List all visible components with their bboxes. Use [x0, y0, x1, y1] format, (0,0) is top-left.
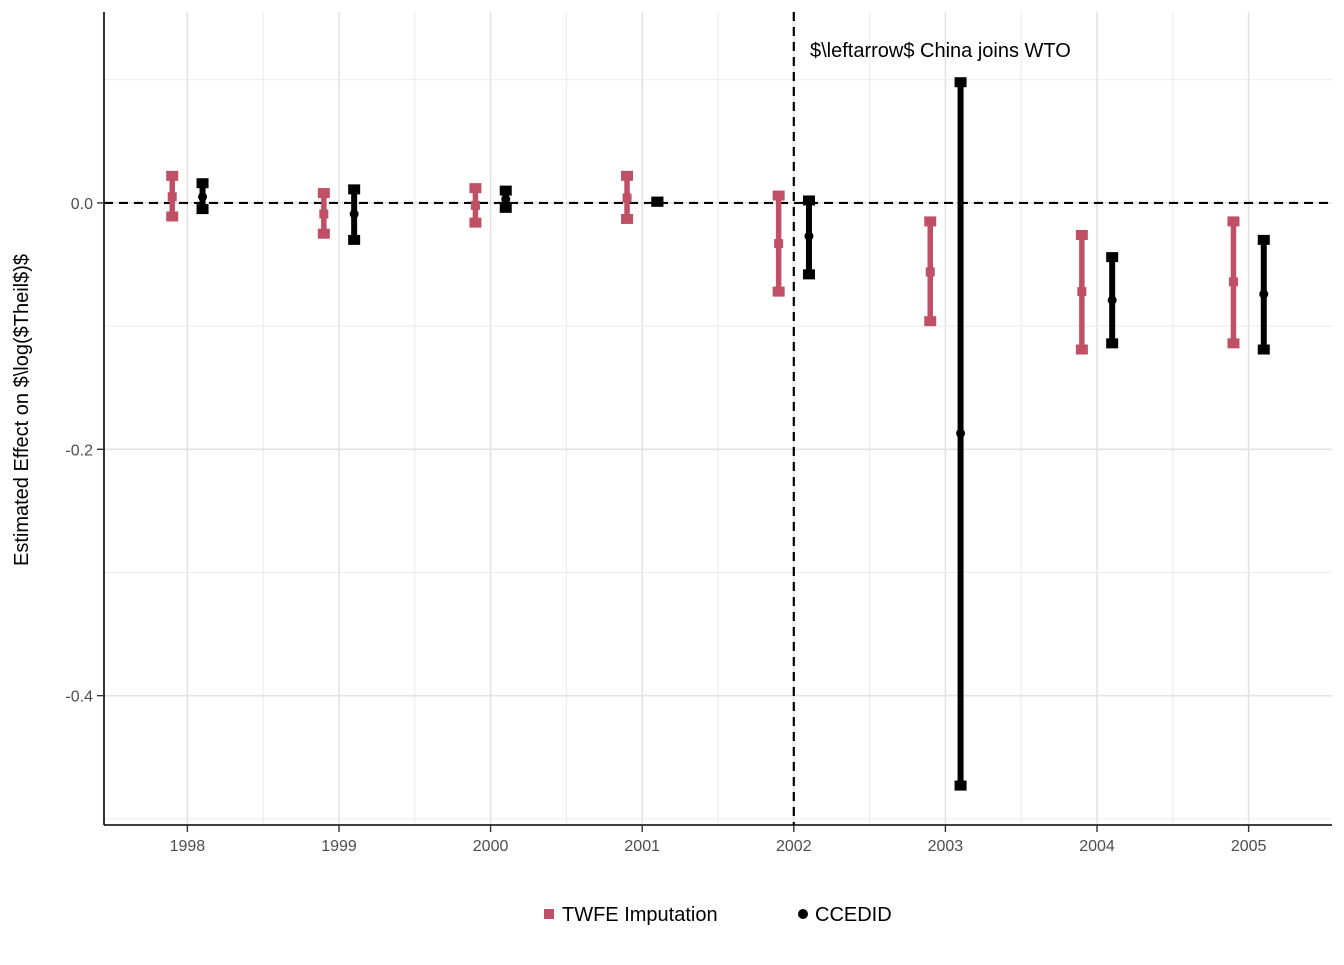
ci-upper-cap: [1106, 252, 1118, 262]
point-estimate: [653, 197, 662, 206]
errorbar-twfe-imputation-2003: [924, 216, 936, 326]
point-estimate: [1259, 290, 1268, 299]
legend: TWFE Imputation CCEDID: [544, 904, 892, 926]
ci-lower-cap: [621, 214, 633, 224]
y-axis-label: Estimated Effect on $\log($Theil$)$: [11, 254, 33, 566]
point-estimate: [956, 429, 965, 438]
point-estimate: [198, 192, 207, 201]
ci-lower-cap: [924, 316, 936, 326]
ci-lower-cap: [469, 218, 481, 228]
legend-label: TWFE Imputation: [562, 904, 718, 926]
ci-upper-cap: [955, 77, 967, 87]
ci-upper-cap: [924, 216, 936, 226]
grid-layer: [104, 12, 1332, 825]
point-estimate: [350, 210, 359, 219]
ci-upper-cap: [1076, 230, 1088, 240]
series-twfe-imputation: [166, 171, 1239, 355]
errorbar-ccedid-2002: [803, 195, 815, 279]
x-tick-label: 1998: [170, 838, 206, 855]
ci-upper-cap: [1258, 235, 1270, 245]
y-tick-label: 0.0: [71, 196, 93, 213]
legend-label: CCEDID: [815, 904, 892, 926]
ci-lower-cap: [500, 203, 512, 213]
ci-lower-cap: [1076, 345, 1088, 355]
point-estimate: [623, 194, 632, 203]
ci-upper-cap: [500, 186, 512, 196]
legend-key-square: [544, 909, 554, 919]
ci-upper-cap: [621, 171, 633, 181]
errorbar-twfe-imputation-1999: [318, 188, 330, 239]
errorbar-twfe-imputation-1998: [166, 171, 178, 222]
point-estimate: [168, 192, 177, 201]
ci-lower-cap: [955, 781, 967, 791]
errorbar-ccedid-1998: [197, 178, 209, 214]
point-estimate: [1108, 296, 1117, 305]
ci-upper-cap: [469, 183, 481, 193]
ci-upper-cap: [1227, 216, 1239, 226]
x-tick-label: 2003: [928, 838, 964, 855]
errorbar-twfe-imputation-2000: [469, 183, 481, 227]
ci-upper-cap: [197, 178, 209, 188]
errorbar-ccedid-2004: [1106, 252, 1118, 348]
ci-lower-cap: [197, 204, 209, 214]
point-estimate: [926, 267, 935, 276]
ci-lower-cap: [1258, 345, 1270, 355]
ci-lower-cap: [1227, 338, 1239, 348]
errorbar-twfe-imputation-2004: [1076, 230, 1088, 355]
errorbar-twfe-imputation-2002: [773, 191, 785, 297]
ci-upper-cap: [318, 188, 330, 198]
errorbar-twfe-imputation-2005: [1227, 216, 1239, 348]
errorbar-ccedid-2000: [500, 186, 512, 213]
errorbar-ccedid-1999: [348, 184, 360, 245]
x-tick-label: 1999: [321, 838, 357, 855]
x-tick-label: 2004: [1079, 838, 1115, 855]
ci-upper-cap: [803, 195, 815, 205]
ci-upper-cap: [773, 191, 785, 201]
series-ccedid: [197, 77, 1270, 790]
point-estimate: [319, 210, 328, 219]
ci-upper-cap: [348, 184, 360, 194]
point-estimate: [1229, 277, 1238, 286]
errorbar-ccedid-2001: [651, 197, 663, 207]
ci-lower-cap: [773, 287, 785, 297]
point-estimate: [501, 195, 510, 204]
x-tick-label: 2005: [1231, 838, 1267, 855]
point-estimate: [774, 239, 783, 248]
errorbar-ccedid-2005: [1258, 235, 1270, 355]
point-estimate: [471, 201, 480, 210]
y-tick-label: -0.4: [65, 689, 93, 706]
x-tick-label: 2001: [624, 838, 660, 855]
ci-lower-cap: [318, 229, 330, 239]
ci-lower-cap: [348, 235, 360, 245]
ci-upper-cap: [166, 171, 178, 181]
point-estimate: [804, 232, 813, 241]
legend-item-twfe-imputation: TWFE Imputation: [544, 904, 718, 926]
y-tick-label: -0.2: [65, 442, 93, 459]
wto-annotation: $\leftarrow$ China joins WTO: [810, 40, 1071, 62]
ci-lower-cap: [1106, 338, 1118, 348]
point-estimate: [1077, 287, 1086, 296]
ci-lower-cap: [166, 211, 178, 221]
errorbar-ccedid-2003: [955, 77, 967, 790]
legend-item-ccedid: CCEDID: [798, 904, 892, 926]
x-tick-label: 2002: [776, 838, 812, 855]
ci-lower-cap: [803, 269, 815, 279]
x-tick-label: 2000: [473, 838, 509, 855]
legend-key-circle: [798, 909, 808, 919]
errorbar-twfe-imputation-2001: [621, 171, 633, 224]
